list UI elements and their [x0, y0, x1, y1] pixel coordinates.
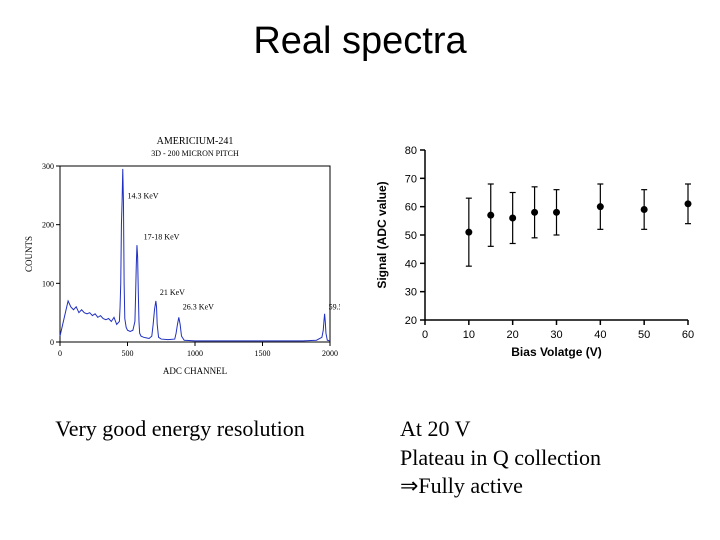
svg-text:0: 0 — [50, 338, 54, 347]
right-caption-line2: Plateau in Q collection — [400, 444, 680, 473]
svg-text:1000: 1000 — [187, 349, 203, 358]
svg-text:70: 70 — [405, 173, 417, 185]
svg-text:59.5 KeV: 59.5 KeV — [329, 303, 340, 312]
spectrum-svg: AMERICIUM-241 3D - 200 MICRON PITCH 0 500 10… — [20, 130, 340, 380]
svg-text:100: 100 — [42, 279, 54, 288]
svg-text:60: 60 — [405, 202, 417, 214]
svg-text:10: 10 — [463, 329, 475, 341]
svg-text:40: 40 — [594, 329, 606, 341]
svg-text:20: 20 — [405, 315, 417, 327]
svg-text:30: 30 — [550, 329, 562, 341]
bias-chart: 0 10 20 30 40 50 60 20 30 40 50 60 70 80 Bias Volatge … — [370, 140, 700, 360]
svg-text:40: 40 — [405, 258, 417, 270]
svg-text:Signal (ADC value): Signal (ADC value) — [375, 181, 389, 288]
right-caption-line1: At 20 V — [400, 415, 680, 444]
svg-text:500: 500 — [122, 349, 134, 358]
spectrum-chart: AMERICIUM-241 3D - 200 MICRON PITCH 0 500 10… — [20, 130, 340, 380]
svg-text:300: 300 — [42, 162, 54, 171]
svg-text:60: 60 — [682, 329, 694, 341]
svg-text:200: 200 — [42, 221, 54, 230]
slide-title: Real spectra — [0, 20, 720, 63]
svg-text:14.3 KeV: 14.3 KeV — [127, 191, 158, 200]
svg-text:0: 0 — [58, 349, 62, 358]
left-caption: Very good energy resolution — [50, 415, 310, 444]
svg-text:30: 30 — [405, 287, 417, 299]
svg-text:17-18 KeV: 17-18 KeV — [144, 232, 180, 241]
right-caption-line3: ⇒Fully active — [400, 472, 680, 501]
svg-text:1500: 1500 — [255, 349, 271, 358]
svg-text:3D - 200 MICRON PITCH: 3D - 200 MICRON PITCH — [151, 149, 239, 158]
svg-text:AMERICIUM-241: AMERICIUM-241 — [157, 136, 234, 147]
svg-text:Bias Volatge (V): Bias Volatge (V) — [511, 345, 601, 359]
svg-text:COUNTS: COUNTS — [24, 236, 34, 272]
right-caption: At 20 V Plateau in Q collection ⇒Fully a… — [400, 415, 680, 501]
svg-text:2000: 2000 — [322, 349, 338, 358]
bias-svg: 0 10 20 30 40 50 60 20 30 40 50 60 70 80 Bias Volatge … — [370, 140, 700, 360]
svg-text:50: 50 — [405, 230, 417, 242]
svg-text:20: 20 — [507, 329, 519, 341]
svg-text:26.3 KeV: 26.3 KeV — [183, 303, 214, 312]
svg-text:50: 50 — [638, 329, 650, 341]
svg-text:0: 0 — [422, 329, 428, 341]
svg-text:ADC CHANNEL: ADC CHANNEL — [163, 366, 227, 376]
svg-text:80: 80 — [405, 145, 417, 157]
svg-text:21 KeV: 21 KeV — [160, 288, 185, 297]
